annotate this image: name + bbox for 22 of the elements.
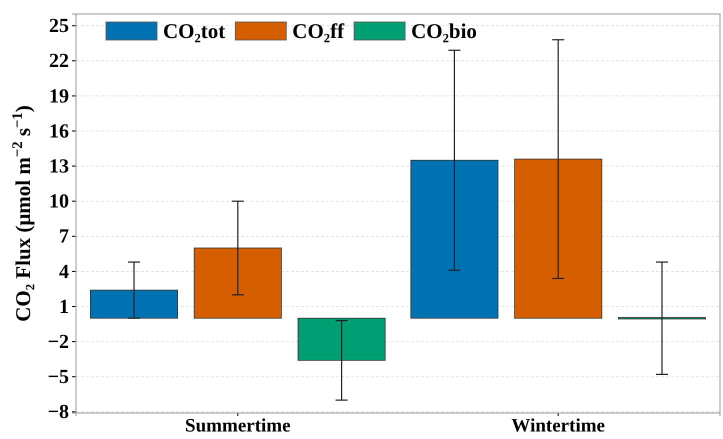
y-tick-label: −2	[48, 331, 69, 354]
y-tick-label: 1	[59, 296, 69, 318]
y-tick-label: 16	[49, 120, 69, 142]
x-tick-label: Summertime	[185, 415, 291, 436]
bar	[514, 158, 602, 319]
x-tick-label: Wintertime	[511, 415, 605, 436]
y-tick-label: 22	[49, 50, 69, 72]
legend-label: CO₂tot	[163, 19, 226, 43]
bar	[194, 248, 282, 319]
bar	[298, 318, 386, 361]
y-tick-label: 25	[49, 15, 69, 38]
y-tick-label: 19	[49, 85, 69, 108]
y-tick-label: 10	[49, 190, 69, 213]
y-tick-label: 4	[59, 260, 69, 283]
legend-label: CO₂ff	[292, 19, 346, 43]
y-tick-label: 13	[49, 156, 69, 178]
y-tick-label: −8	[48, 401, 69, 424]
y-tick-label: 7	[59, 226, 69, 248]
legend-label: CO₂bio	[411, 19, 477, 43]
bar	[90, 290, 178, 319]
y-tick-label: −5	[48, 366, 69, 388]
bar	[410, 160, 498, 319]
